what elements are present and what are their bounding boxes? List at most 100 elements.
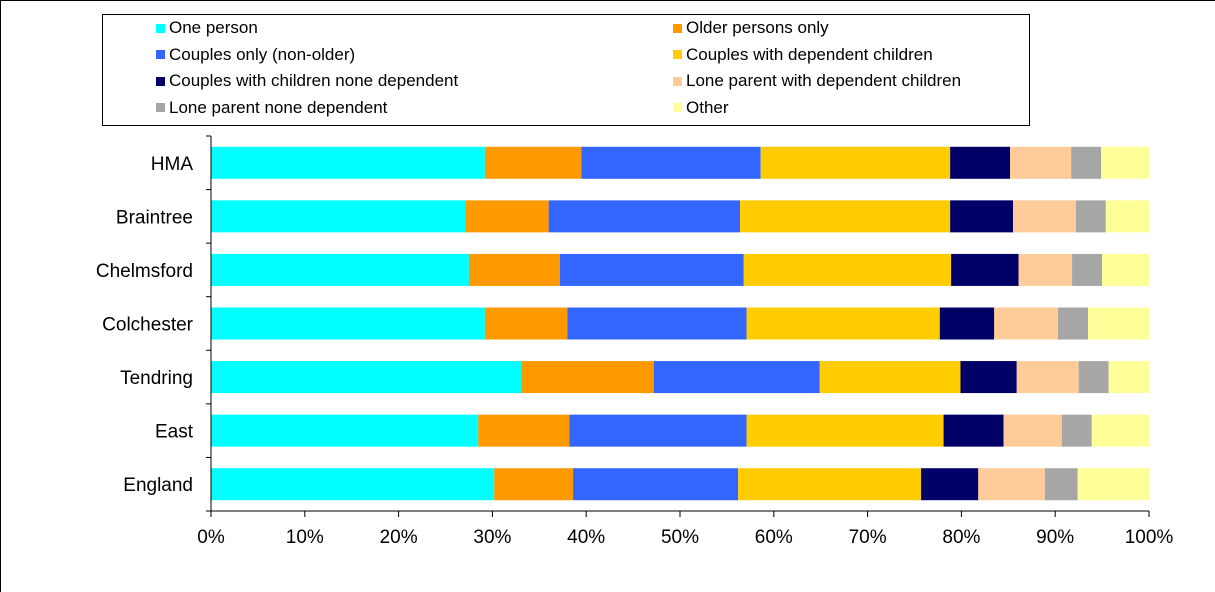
legend-item: Couples only (non-older) bbox=[156, 44, 355, 66]
legend-item: Older persons only bbox=[673, 17, 829, 39]
legend-swatch bbox=[673, 76, 682, 86]
bar-segment-hma-2 bbox=[581, 146, 761, 179]
bar-segment-hma-5 bbox=[1010, 146, 1072, 179]
x-tick-label: 10% bbox=[286, 527, 324, 548]
x-tick-label: 70% bbox=[849, 527, 887, 548]
bar-segment-east-3 bbox=[746, 414, 944, 447]
bar-segment-east-4 bbox=[943, 414, 1004, 447]
bar-segment-braintree-5 bbox=[1012, 200, 1076, 233]
bar-segment-england-2 bbox=[573, 468, 739, 501]
legend-item: Lone parent none dependent bbox=[156, 97, 387, 119]
bar-segment-hma-3 bbox=[760, 146, 951, 179]
category-label-england: England bbox=[123, 475, 193, 496]
bar-segment-tendring-4 bbox=[960, 361, 1017, 394]
legend-label: Other bbox=[686, 97, 729, 117]
x-tick-label: 40% bbox=[567, 527, 605, 548]
legend-item: Couples with dependent children bbox=[673, 44, 933, 66]
legend-swatch bbox=[673, 50, 682, 59]
bar-segment-colchester-6 bbox=[1058, 307, 1089, 340]
bar-segment-england-1 bbox=[494, 468, 574, 501]
bar-segment-colchester-0 bbox=[211, 307, 485, 340]
bar-segment-colchester-4 bbox=[939, 307, 995, 340]
legend-item: Couples with children none dependent bbox=[156, 70, 458, 92]
bar-segment-east-5 bbox=[1003, 414, 1062, 447]
bar-segment-chelmsford-5 bbox=[1018, 253, 1073, 286]
bar-segment-east-7 bbox=[1091, 414, 1149, 447]
x-tick-label: 30% bbox=[473, 527, 511, 548]
bar-segment-braintree-1 bbox=[465, 200, 549, 233]
x-tick-label: 100% bbox=[1125, 527, 1174, 548]
category-label-tendring: Tendring bbox=[120, 368, 193, 389]
bar-segment-colchester-7 bbox=[1088, 307, 1149, 340]
category-label-braintree: Braintree bbox=[116, 207, 193, 228]
bar-segment-braintree-3 bbox=[740, 200, 951, 233]
bar-segment-hma-7 bbox=[1101, 146, 1149, 179]
bar-segment-braintree-2 bbox=[548, 200, 741, 233]
bar-segment-chelmsford-1 bbox=[468, 253, 560, 286]
bar-segment-chelmsford-7 bbox=[1102, 253, 1149, 286]
bar-segment-england-4 bbox=[921, 468, 979, 501]
bar-segment-colchester-3 bbox=[746, 307, 940, 340]
bar-segment-east-2 bbox=[569, 414, 747, 447]
bar-segment-braintree-7 bbox=[1105, 200, 1149, 233]
category-label-colchester: Colchester bbox=[102, 315, 193, 336]
bar-segment-chelmsford-2 bbox=[559, 253, 744, 286]
legend-label: Lone parent with dependent children bbox=[686, 71, 962, 90]
bar-segment-chelmsford-3 bbox=[743, 253, 952, 286]
bar-segment-braintree-0 bbox=[211, 200, 466, 233]
legend-swatch bbox=[156, 103, 165, 112]
bar-segment-hma-4 bbox=[950, 146, 1011, 179]
bar-segment-england-5 bbox=[978, 468, 1045, 501]
legend-label: Older persons only bbox=[686, 18, 829, 37]
bar-segment-braintree-6 bbox=[1075, 200, 1106, 233]
bar-segment-chelmsford-6 bbox=[1072, 253, 1103, 286]
legend-swatch bbox=[156, 23, 165, 33]
bar-segment-east-6 bbox=[1061, 414, 1092, 447]
x-tick-label: 0% bbox=[197, 527, 225, 548]
bar-segment-tendring-6 bbox=[1078, 361, 1109, 394]
bar-segment-tendring-0 bbox=[211, 361, 522, 394]
legend-swatch bbox=[673, 103, 682, 112]
bar-segment-tendring-2 bbox=[653, 361, 820, 394]
category-label-east: East bbox=[155, 422, 194, 443]
bar-segment-hma-6 bbox=[1071, 146, 1102, 179]
bar-segment-chelmsford-0 bbox=[211, 253, 469, 286]
bar-segment-england-3 bbox=[738, 468, 922, 501]
x-tick-label: 60% bbox=[755, 527, 793, 548]
bar-segment-england-7 bbox=[1077, 468, 1149, 501]
bar-segment-tendring-5 bbox=[1016, 361, 1079, 394]
bar-segment-hma-1 bbox=[484, 146, 582, 179]
bar-segment-chelmsford-4 bbox=[951, 253, 1019, 286]
x-tick-label: 20% bbox=[380, 527, 418, 548]
x-tick-label: 90% bbox=[1036, 527, 1074, 548]
legend-swatch bbox=[156, 50, 165, 59]
bar-segment-colchester-1 bbox=[484, 307, 568, 340]
bar-segment-hma-0 bbox=[211, 146, 485, 179]
bar-segment-braintree-4 bbox=[950, 200, 1013, 233]
legend-swatch bbox=[156, 76, 165, 86]
bar-segment-tendring-7 bbox=[1108, 361, 1149, 394]
x-tick-label: 80% bbox=[942, 527, 980, 548]
legend-item: Other bbox=[673, 97, 729, 119]
bar-segment-east-1 bbox=[478, 414, 570, 447]
chart-legend: One person Older persons only Couples only… bbox=[102, 14, 1030, 126]
bar-segment-east-0 bbox=[211, 414, 479, 447]
bar-segment-tendring-3 bbox=[819, 361, 961, 394]
bar-segment-england-6 bbox=[1044, 468, 1078, 501]
bar-segment-colchester-5 bbox=[994, 307, 1059, 340]
legend-item: One person bbox=[156, 17, 258, 39]
legend-item: Lone parent with dependent children bbox=[673, 70, 961, 92]
legend-label: Lone parent none dependent bbox=[169, 97, 388, 117]
category-label-hma: HMA bbox=[151, 154, 194, 175]
legend-swatch bbox=[673, 23, 682, 33]
x-tick-label: 50% bbox=[661, 527, 699, 548]
bar-segment-england-0 bbox=[211, 468, 495, 501]
legend-label: Couples with dependent children bbox=[686, 44, 933, 64]
bar-segment-tendring-1 bbox=[521, 361, 654, 394]
legend-label: One person bbox=[169, 18, 258, 37]
legend-label: Couples with children none dependent bbox=[169, 71, 459, 90]
category-label-chelmsford: Chelmsford bbox=[96, 261, 193, 282]
bar-segment-colchester-2 bbox=[567, 307, 747, 340]
